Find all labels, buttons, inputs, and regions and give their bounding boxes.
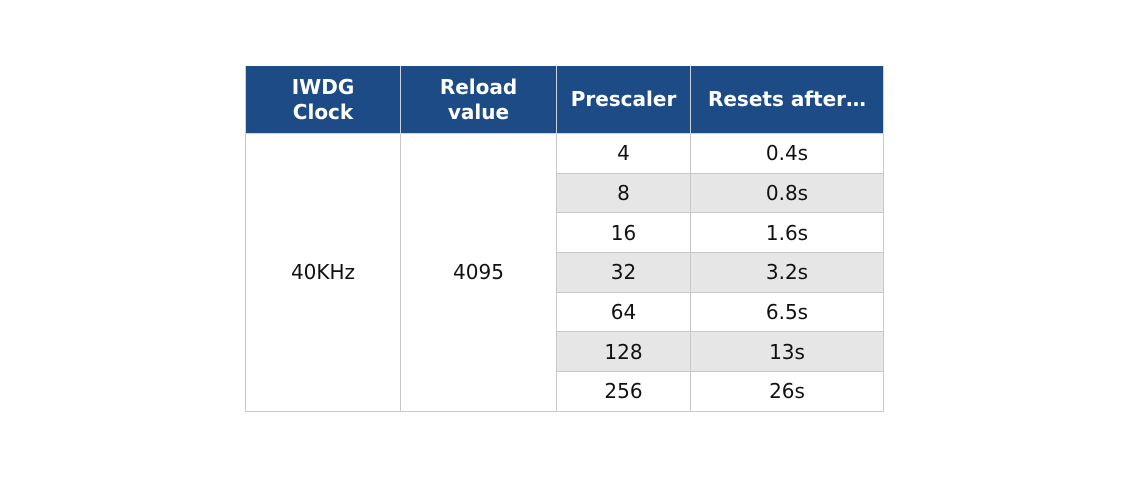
resets-after-cell: 6.5s <box>690 291 884 333</box>
table-row: 16 1.6s <box>246 212 884 254</box>
header-iwdg-clock: IWDG Clock <box>245 66 401 134</box>
header-row: IWDG Clock Reload value Prescaler Resets… <box>245 66 884 134</box>
header-iwdg-clock-line1: IWDG <box>291 74 355 99</box>
table-row: 64 6.5s <box>246 291 884 333</box>
header-resets-after: Resets after… <box>690 66 884 134</box>
header-reload-value-line2: value <box>447 99 510 124</box>
resets-after-cell: 26s <box>690 371 884 412</box>
resets-after-cell: 1.6s <box>690 212 884 254</box>
clock-cell: 40KHz <box>245 133 401 412</box>
resets-after-cell: 13s <box>690 331 884 373</box>
header-prescaler: Prescaler <box>556 66 691 134</box>
header-reload-value: Reload value <box>400 66 557 134</box>
prescaler-cell: 4 <box>556 133 691 174</box>
prescaler-cell: 64 <box>556 291 691 333</box>
prescaler-cell: 128 <box>556 331 691 373</box>
prescaler-cell: 8 <box>556 172 691 214</box>
table-row: 40KHz 4095 4 0.4s <box>245 133 884 412</box>
table-row: 256 26s <box>246 371 884 412</box>
header-reload-value-line1: Reload <box>439 74 518 99</box>
resets-after-cell: 3.2s <box>690 252 884 293</box>
resets-after-cell: 0.8s <box>690 172 884 214</box>
table-row: 8 0.8s <box>246 172 884 214</box>
header-prescaler-label: Prescaler <box>570 87 677 111</box>
resets-after-cell: 0.4s <box>690 133 884 174</box>
prescaler-cell: 32 <box>556 252 691 293</box>
header-resets-after-label: Resets after… <box>707 87 867 111</box>
prescaler-cell: 16 <box>556 212 691 254</box>
iwdg-timeout-table: IWDG Clock Reload value Prescaler Resets… <box>245 66 884 412</box>
reload-cell: 4095 <box>400 133 557 412</box>
prescaler-cell: 256 <box>556 371 691 412</box>
header-iwdg-clock-line2: Clock <box>292 99 354 124</box>
